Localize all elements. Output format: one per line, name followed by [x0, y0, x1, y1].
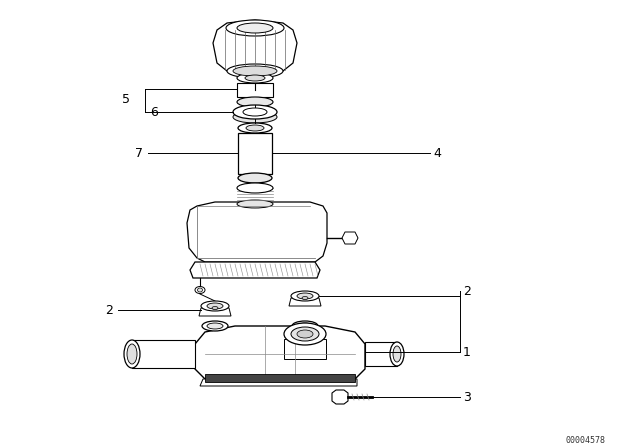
Ellipse shape — [233, 105, 277, 119]
Ellipse shape — [390, 342, 404, 366]
Polygon shape — [132, 340, 195, 368]
Ellipse shape — [212, 306, 218, 310]
Ellipse shape — [124, 340, 140, 368]
Ellipse shape — [233, 66, 277, 76]
Text: 6: 6 — [150, 105, 158, 119]
Ellipse shape — [233, 111, 277, 123]
Polygon shape — [238, 133, 272, 174]
Ellipse shape — [237, 183, 273, 193]
Ellipse shape — [127, 344, 137, 364]
Polygon shape — [237, 83, 273, 97]
Ellipse shape — [237, 97, 273, 107]
Ellipse shape — [393, 346, 401, 362]
Polygon shape — [187, 202, 327, 262]
Text: 3: 3 — [463, 391, 471, 404]
Polygon shape — [213, 20, 297, 74]
Polygon shape — [342, 232, 358, 244]
Text: 2: 2 — [105, 303, 113, 316]
Ellipse shape — [237, 73, 273, 83]
Ellipse shape — [207, 303, 223, 309]
Ellipse shape — [237, 200, 273, 208]
Polygon shape — [205, 374, 355, 382]
Ellipse shape — [238, 123, 272, 133]
Polygon shape — [195, 326, 365, 379]
Ellipse shape — [297, 293, 313, 299]
Ellipse shape — [195, 287, 205, 293]
Ellipse shape — [297, 330, 313, 338]
Text: 4: 4 — [433, 146, 441, 159]
Ellipse shape — [202, 321, 228, 331]
Ellipse shape — [345, 234, 357, 242]
Ellipse shape — [238, 173, 272, 183]
Polygon shape — [289, 298, 321, 306]
Text: 00004578: 00004578 — [565, 435, 605, 444]
Text: 1: 1 — [463, 345, 471, 358]
Text: 2: 2 — [463, 284, 471, 297]
Ellipse shape — [302, 297, 308, 300]
Ellipse shape — [201, 301, 229, 311]
Polygon shape — [365, 342, 397, 366]
Text: 5: 5 — [122, 92, 130, 105]
Ellipse shape — [226, 20, 284, 36]
Ellipse shape — [297, 323, 313, 329]
Ellipse shape — [198, 288, 202, 292]
Ellipse shape — [237, 23, 273, 33]
Text: 7: 7 — [135, 146, 143, 159]
Ellipse shape — [246, 125, 264, 131]
Ellipse shape — [284, 323, 326, 345]
Ellipse shape — [227, 64, 283, 78]
Ellipse shape — [243, 108, 267, 116]
Ellipse shape — [291, 327, 319, 341]
Polygon shape — [199, 308, 231, 316]
Polygon shape — [190, 262, 320, 278]
Ellipse shape — [245, 75, 265, 81]
Polygon shape — [200, 379, 357, 386]
Polygon shape — [284, 339, 326, 359]
Polygon shape — [332, 390, 348, 404]
Ellipse shape — [207, 323, 223, 329]
Ellipse shape — [291, 291, 319, 301]
Ellipse shape — [292, 321, 318, 331]
